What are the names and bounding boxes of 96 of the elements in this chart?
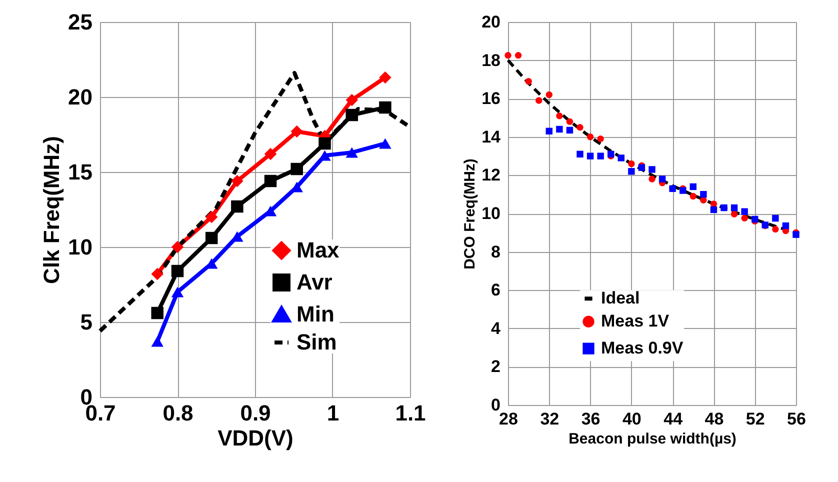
point [171, 264, 184, 278]
point [171, 286, 184, 298]
point [231, 174, 244, 188]
point [379, 101, 392, 114]
x-tick-label: 44 [664, 410, 684, 428]
point [556, 126, 563, 133]
point [741, 208, 748, 215]
point [690, 192, 696, 200]
point [151, 268, 164, 280]
point [379, 71, 392, 84]
legend-label: Max [296, 238, 340, 262]
point [290, 162, 303, 176]
y-tick-label: 15 [68, 160, 92, 184]
x-tick-label: 28 [499, 410, 518, 428]
point [628, 160, 635, 168]
point [379, 138, 392, 149]
point [586, 134, 594, 140]
point [772, 214, 779, 222]
point [710, 206, 718, 214]
legend-label: Sim [296, 330, 337, 354]
point [618, 154, 624, 162]
point [318, 137, 331, 150]
x-tick-label: 1 [326, 400, 340, 426]
legend-label: Min [296, 302, 334, 326]
y-tick-label: 6 [491, 280, 500, 300]
point [730, 204, 738, 212]
x-tick-label: 32 [540, 410, 560, 428]
y-tick-label: 8 [491, 242, 500, 262]
y-tick-label: 10 [482, 204, 500, 223]
legend-label: Meas 1V [601, 312, 670, 331]
legend-label: Avr [296, 270, 333, 294]
point [741, 214, 748, 222]
x-tick-label: 40 [622, 410, 642, 428]
point [346, 108, 358, 122]
point [264, 174, 277, 188]
x-tick-label: 36 [581, 410, 600, 428]
point [576, 124, 584, 131]
point [690, 183, 696, 190]
x-tick-label: 56 [787, 410, 806, 428]
point [566, 118, 574, 125]
point [700, 196, 707, 204]
point [514, 52, 522, 59]
x-axis-title: VDD(V) [218, 426, 294, 450]
point [346, 94, 358, 106]
point [648, 166, 656, 173]
point [782, 222, 790, 230]
point [556, 112, 563, 120]
y-tick-label: 2 [491, 357, 500, 376]
point [566, 126, 574, 134]
point [597, 152, 604, 160]
point [658, 176, 666, 182]
point [151, 306, 164, 320]
point [628, 168, 635, 175]
point [546, 91, 552, 98]
point [546, 128, 552, 135]
point [290, 125, 303, 138]
point [536, 97, 542, 104]
point [318, 150, 331, 161]
y-tick-label: 5 [80, 310, 92, 334]
y-tick-label: 20 [68, 84, 92, 110]
y-axis-title: Clk Freq(MHz) [39, 136, 64, 284]
legend-label: Ideal [601, 288, 640, 308]
x-tick-label: 48 [704, 410, 724, 428]
y-tick-label: 16 [482, 89, 500, 108]
y-tick-label: 25 [68, 10, 92, 34]
point [710, 200, 718, 208]
y-tick-label: 14 [482, 127, 502, 146]
y-tick-label: 10 [68, 234, 92, 260]
y-tick-label: 4 [491, 318, 502, 338]
point [700, 190, 707, 198]
point [586, 152, 594, 160]
point [576, 150, 584, 158]
y-tick-label: 18 [482, 50, 500, 70]
point [525, 78, 532, 85]
point [730, 210, 738, 218]
point [264, 148, 277, 160]
point [597, 135, 604, 142]
y-tick-label: 12 [482, 166, 500, 185]
x-tick-label: 0.8 [162, 400, 194, 426]
legend-label: Meas 0.9V [601, 338, 684, 358]
point [205, 210, 218, 224]
point [648, 176, 656, 182]
point [231, 200, 244, 213]
point [151, 336, 164, 347]
point [205, 232, 218, 244]
x-axis-title: Beacon pulse width(µs) [568, 430, 736, 448]
point [504, 52, 512, 59]
y-tick-label: 0 [491, 396, 500, 414]
x-tick-label: 0.9 [240, 400, 271, 426]
x-tick-label: 1.1 [395, 400, 426, 426]
y-axis-title: DCO Freq(MHz) [462, 158, 479, 270]
y-tick-label: 20 [482, 12, 500, 32]
x-tick-label: 52 [746, 410, 765, 428]
point [772, 226, 779, 233]
point [346, 147, 358, 158]
point [171, 240, 184, 254]
